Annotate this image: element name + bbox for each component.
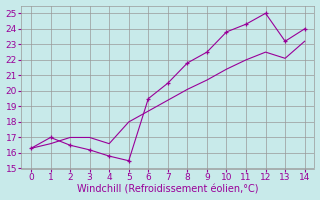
X-axis label: Windchill (Refroidissement éolien,°C): Windchill (Refroidissement éolien,°C)	[77, 184, 259, 194]
